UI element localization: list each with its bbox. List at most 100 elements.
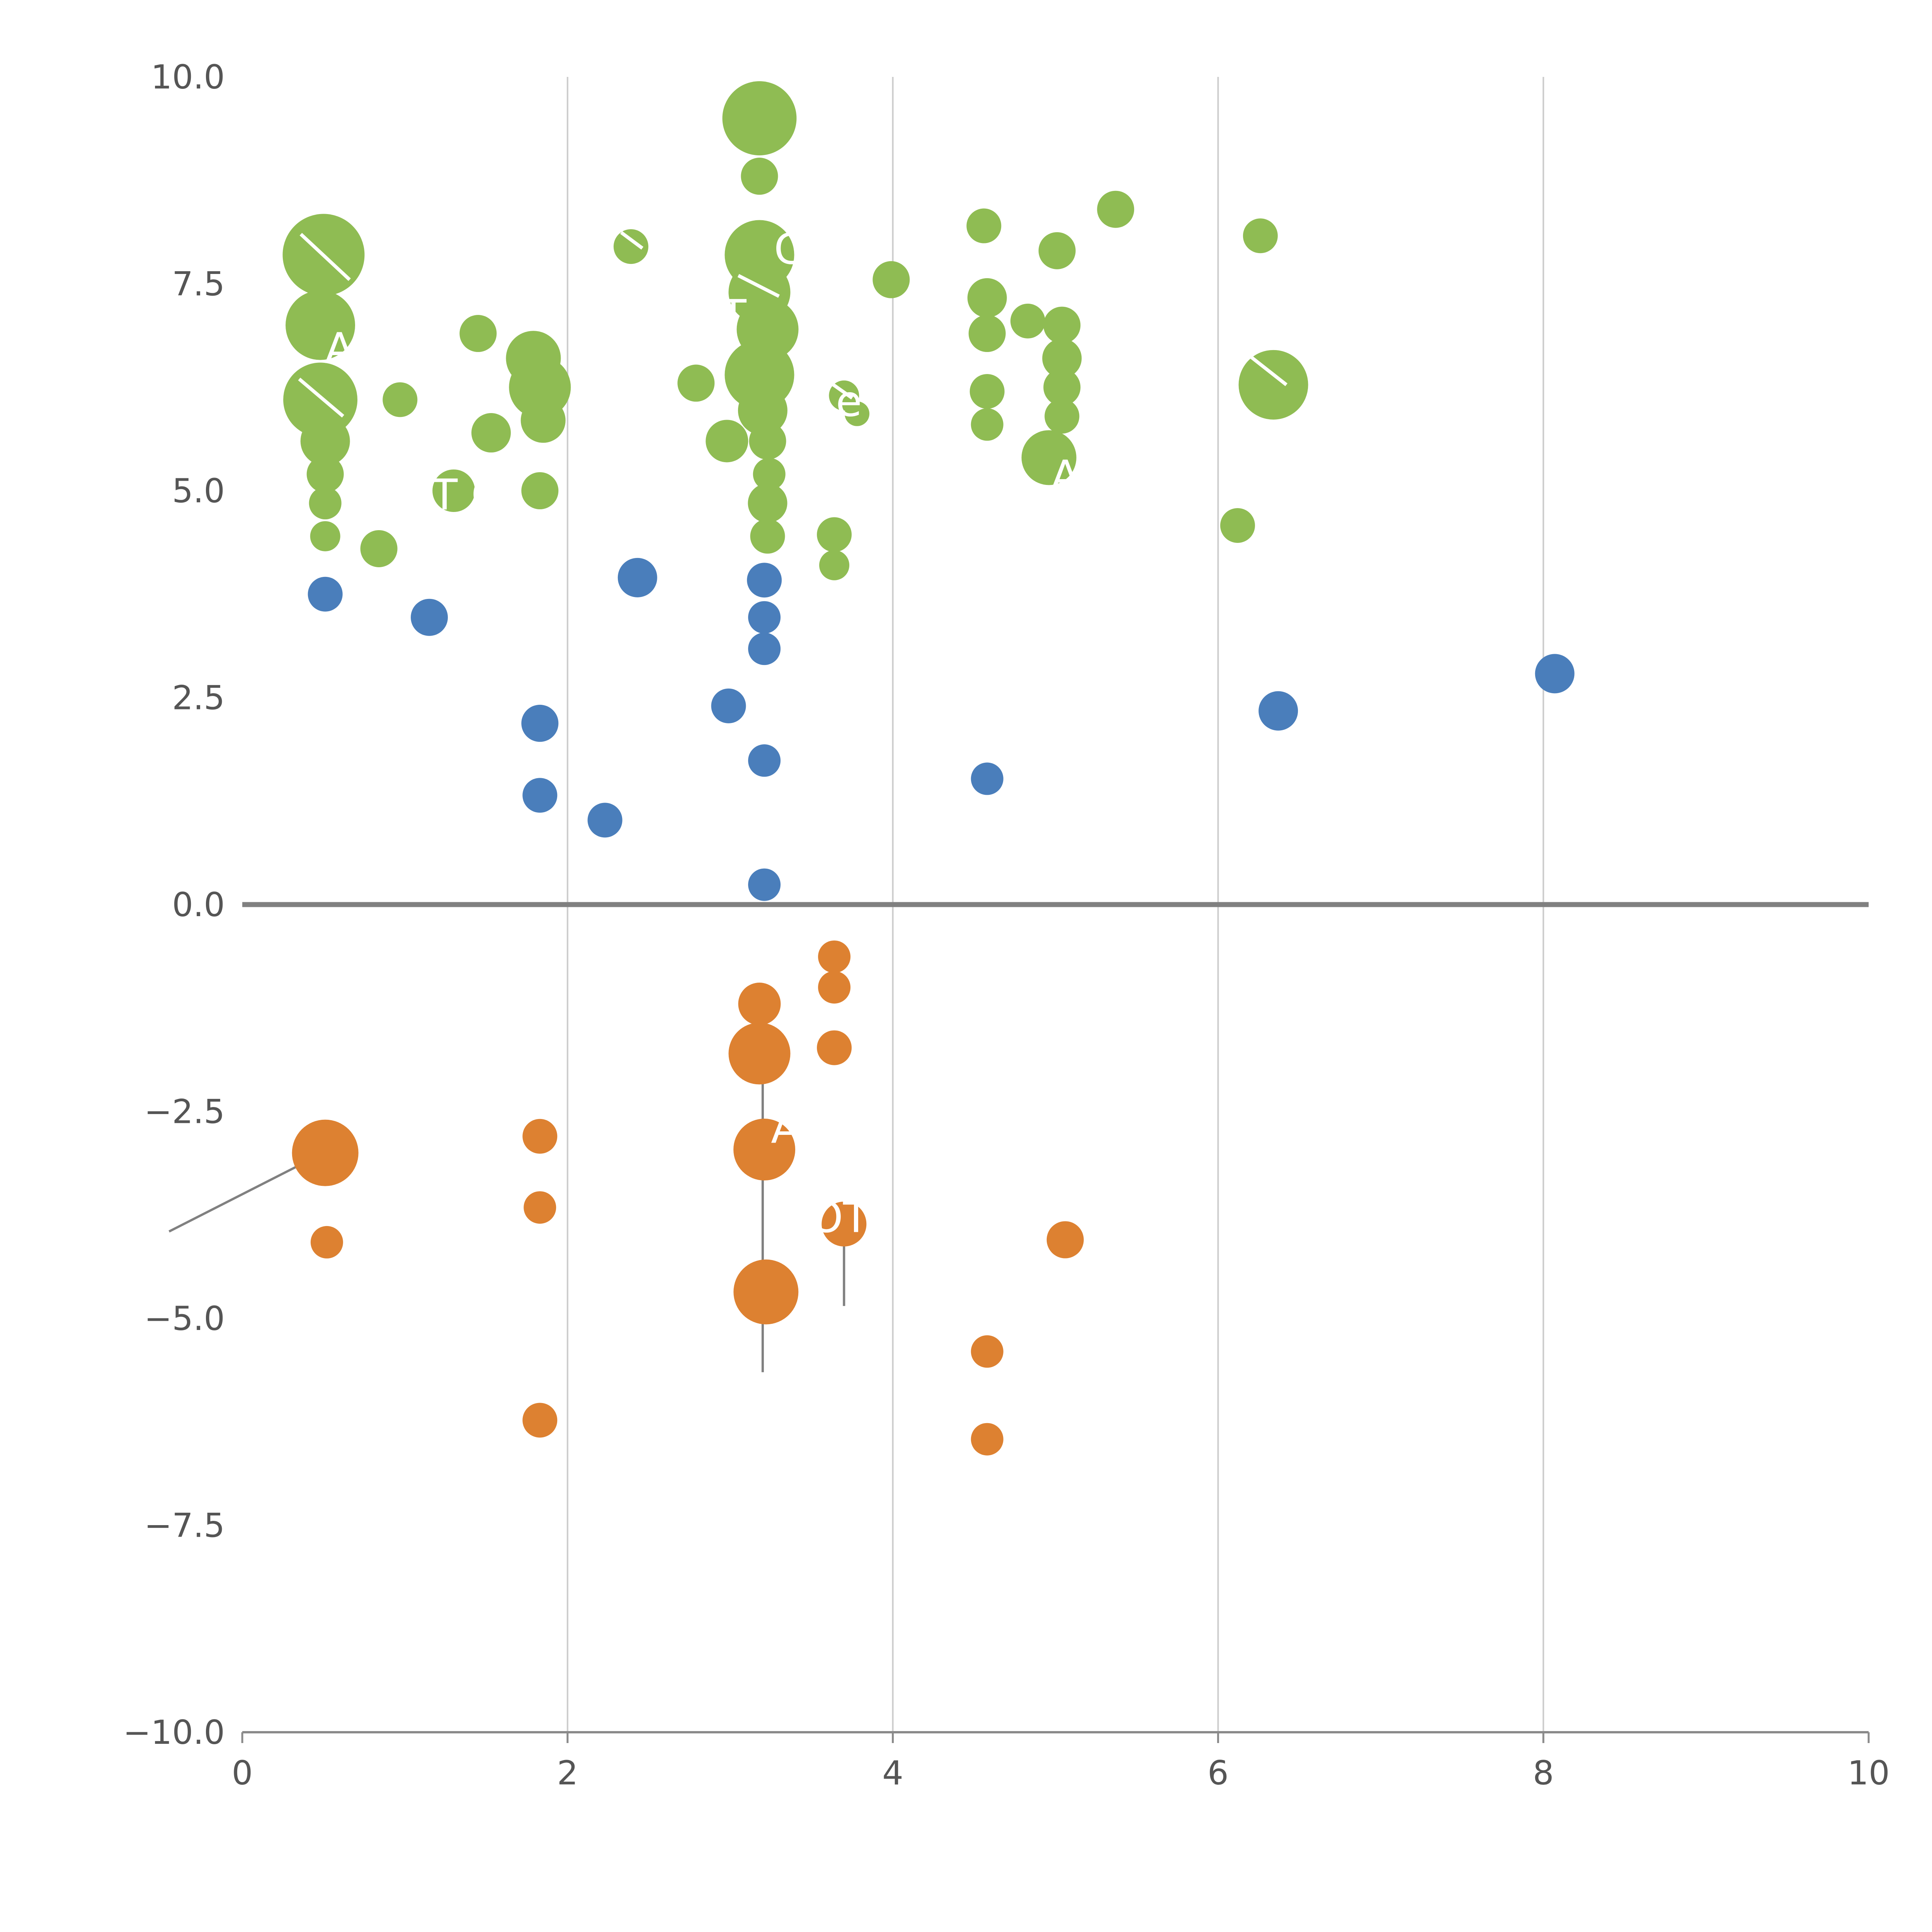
data-point-orange: [728, 1022, 791, 1085]
data-point-orange: [292, 1119, 359, 1186]
data-point-green: [722, 81, 797, 156]
data-point-green: [967, 278, 1007, 318]
data-point-green: [1238, 350, 1308, 420]
data-point-green: [749, 422, 786, 460]
data-point-green: [677, 364, 715, 402]
data-point-orange: [733, 1259, 799, 1325]
data-point-green: [306, 456, 344, 493]
data-point-green: [613, 229, 648, 264]
data-point-orange: [733, 1119, 796, 1181]
series-blue: [308, 558, 1575, 901]
data-point-green: [738, 386, 787, 435]
data-point-orange: [522, 1119, 558, 1154]
annotation-label: A: [1051, 451, 1080, 500]
data-point-green: [1097, 190, 1134, 228]
x-tick-label: 10: [1847, 1754, 1889, 1793]
data-point-orange: [1046, 1221, 1084, 1259]
white-segments: [298, 231, 1287, 418]
data-point-blue: [617, 558, 657, 597]
data-point-orange: [971, 1335, 1003, 1368]
data-point-green: [1044, 399, 1080, 434]
data-point-green: [471, 413, 511, 453]
data-point-green: [286, 290, 355, 360]
data-point-blue: [522, 778, 558, 813]
data-point-green: [432, 469, 475, 512]
data-point-orange: [522, 1403, 558, 1438]
data-point-green: [1043, 369, 1081, 406]
data-point-green: [969, 374, 1005, 409]
data-point-orange: [971, 1423, 1003, 1456]
y-tick-label: −2.5: [144, 1093, 225, 1131]
data-point-blue: [521, 704, 559, 742]
data-point-green: [741, 158, 778, 195]
annotation-label: IT O: [419, 470, 505, 520]
series-orange: [292, 940, 1084, 1456]
data-point-green: [845, 401, 870, 426]
data-point-green: [309, 487, 342, 520]
annotations: ADE IT O e A A COT TC: [325, 224, 1080, 1242]
y-tick-label: 7.5: [172, 265, 225, 304]
data-point-blue: [748, 744, 781, 777]
annotation-label: A: [771, 1103, 800, 1153]
white-segment: [737, 274, 780, 298]
data-point-green: [748, 483, 787, 523]
data-point-green: [459, 315, 497, 352]
data-point-orange: [818, 971, 851, 1004]
white-segment: [620, 231, 644, 250]
data-point-blue: [308, 577, 343, 612]
x-tick-label: 6: [1208, 1754, 1229, 1793]
data-point-green: [1038, 232, 1076, 269]
x-tick-label: 0: [232, 1754, 253, 1793]
data-point-green: [1021, 430, 1077, 485]
data-point-blue: [747, 563, 782, 598]
data-point-blue: [748, 633, 781, 665]
annotation-label: ADE: [325, 324, 413, 373]
annotation-label: e: [836, 377, 862, 426]
data-point-green: [753, 458, 786, 491]
annotation-label: COT: [780, 1193, 869, 1242]
y-tick-label: −5.0: [144, 1299, 225, 1338]
data-point-green: [520, 398, 566, 443]
data-point-blue: [587, 803, 622, 838]
data-point-green: [1243, 218, 1278, 253]
y-tick-label: −7.5: [144, 1507, 225, 1545]
data-point-orange: [738, 983, 781, 1026]
data-point-green: [971, 408, 1003, 441]
data-point-green: [1220, 508, 1255, 543]
x-axis: 0 2 4 6 8 10: [232, 1731, 1890, 1793]
data-point-green: [521, 472, 559, 509]
data-point-green: [310, 521, 340, 551]
leader-lines: [168, 1061, 845, 1372]
data-point-green: [1010, 303, 1045, 338]
x-tick-label: 2: [557, 1754, 578, 1793]
x-tick-label: 8: [1533, 1754, 1554, 1793]
data-point-orange: [817, 1030, 852, 1065]
data-point-blue: [711, 688, 746, 723]
annotation-label: T: [720, 291, 747, 340]
y-tick-label: 2.5: [172, 679, 225, 718]
white-segment: [1249, 355, 1287, 386]
data-point-green: [750, 519, 785, 554]
data-point-green: [966, 208, 1002, 243]
data-point-green: [819, 550, 850, 580]
series-green: [282, 81, 1308, 580]
y-tick-label: 10.0: [151, 58, 225, 97]
y-axis: −10.0 −7.5 −5.0 −2.5 0.0 2.5 5.0 7.5 10.0: [123, 58, 225, 1752]
y-tick-label: −10.0: [123, 1713, 225, 1752]
data-point-blue: [748, 868, 781, 901]
white-segment: [830, 381, 853, 400]
data-point-blue: [1535, 654, 1575, 694]
data-point-orange: [310, 1226, 343, 1259]
data-point-blue: [411, 599, 448, 636]
data-point-green: [1043, 306, 1081, 344]
data-point-blue: [748, 601, 781, 634]
data-point-blue: [1259, 691, 1298, 731]
data-point-blue: [971, 762, 1003, 795]
data-point-orange: [818, 940, 851, 973]
white-segment: [299, 233, 351, 281]
data-point-green: [360, 530, 398, 567]
data-point-orange: [524, 1191, 556, 1224]
data-point-orange: [821, 1201, 867, 1247]
